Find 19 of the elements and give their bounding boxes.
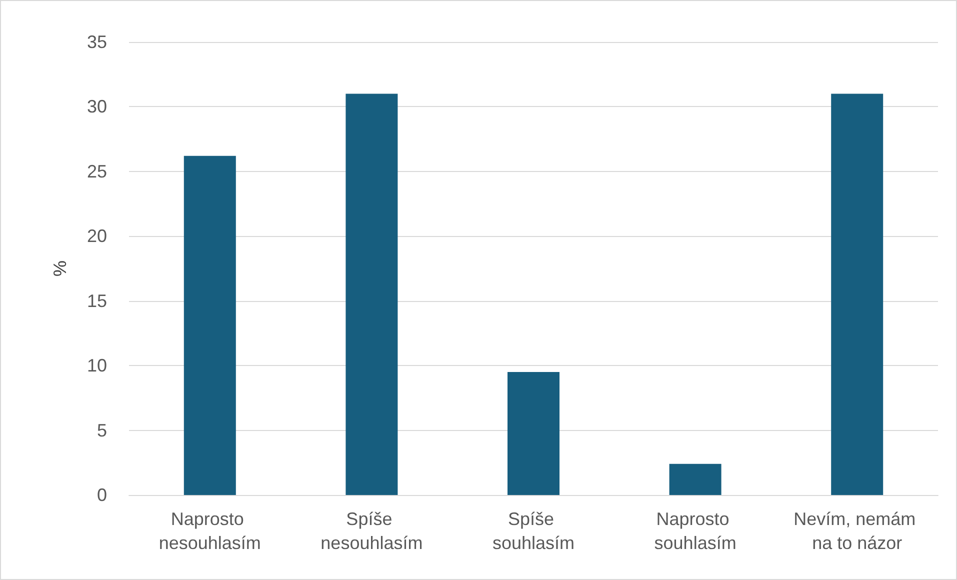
y-tick-label: 25 — [86, 161, 107, 182]
y-tick-label: 35 — [86, 32, 107, 52]
y-tick-label: 20 — [86, 226, 107, 246]
bar — [831, 94, 884, 495]
y-tick-label: 5 — [96, 420, 107, 440]
y-tick-label: 30 — [86, 96, 107, 117]
x-tick-label: Naprosto souhlasím — [654, 509, 736, 553]
y-tick-label: 0 — [96, 485, 107, 505]
x-tick-label: Naprosto nesouhlasím — [158, 509, 261, 553]
bar — [669, 464, 722, 495]
x-tick-label: Spíše nesouhlasím — [320, 509, 423, 553]
x-tick-label: Spíše souhlasím — [492, 509, 575, 553]
y-axis-title: % — [50, 260, 70, 277]
y-tick-label: 10 — [86, 356, 107, 376]
bar — [508, 372, 560, 495]
bar — [346, 94, 398, 495]
y-tick-label: 15 — [86, 290, 107, 311]
x-tick-label: Nevím, nemám na to názor — [794, 509, 921, 553]
bar — [184, 156, 236, 495]
